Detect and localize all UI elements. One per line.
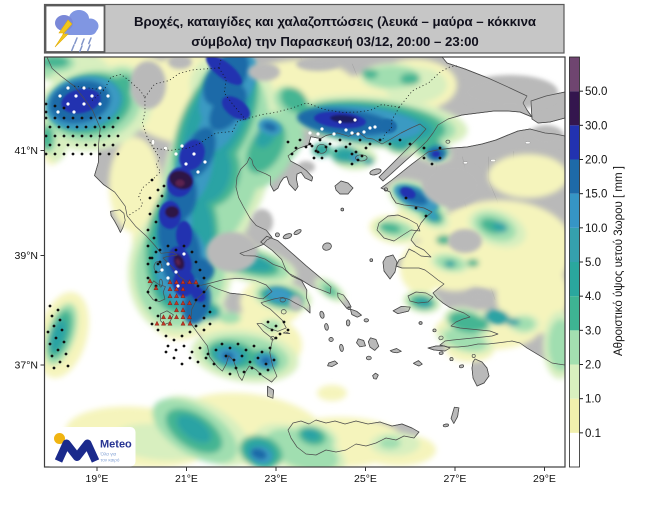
svg-text:27°E: 27°E: [444, 473, 467, 485]
svg-text:σύμβολα) την Παρασκευή 03/12,: σύμβολα) την Παρασκευή 03/12, 20:00 – 23…: [191, 34, 479, 49]
svg-text:41°N: 41°N: [15, 145, 38, 157]
svg-text:Αθροιστικό ύψος υετού 3ωρου [: Αθροιστικό ύψος υετού 3ωρου [ mm ]: [613, 166, 625, 356]
svg-text:30.0: 30.0: [585, 120, 607, 132]
svg-text:Meteo: Meteo: [100, 439, 132, 451]
svg-text:τον καιρό: τον καιρό: [101, 457, 120, 463]
svg-text:19°E: 19°E: [86, 473, 109, 485]
svg-text:20.0: 20.0: [585, 155, 607, 167]
svg-text:5.0: 5.0: [585, 257, 601, 269]
svg-text:1.0: 1.0: [585, 394, 601, 406]
svg-text:2.0: 2.0: [585, 360, 601, 372]
svg-text:25°E: 25°E: [354, 473, 377, 485]
svg-text:37°N: 37°N: [15, 360, 38, 372]
svg-text:15.0: 15.0: [585, 189, 607, 201]
svg-text:29°E: 29°E: [533, 473, 556, 485]
svg-text:0.1: 0.1: [585, 428, 601, 440]
svg-text:39°N: 39°N: [15, 250, 38, 262]
svg-text:21°E: 21°E: [175, 473, 198, 485]
svg-text:10.0: 10.0: [585, 223, 607, 235]
svg-text:Βροχές, καταιγίδες και χαλαζοπ: Βροχές, καταιγίδες και χαλαζοπτώσεις (λε…: [134, 14, 536, 29]
svg-text:23°E: 23°E: [265, 473, 288, 485]
svg-text:4.0: 4.0: [585, 291, 601, 303]
svg-text:3.0: 3.0: [585, 325, 601, 337]
svg-text:Όλα για: Όλα για: [100, 452, 117, 457]
svg-text:50.0: 50.0: [585, 86, 607, 98]
